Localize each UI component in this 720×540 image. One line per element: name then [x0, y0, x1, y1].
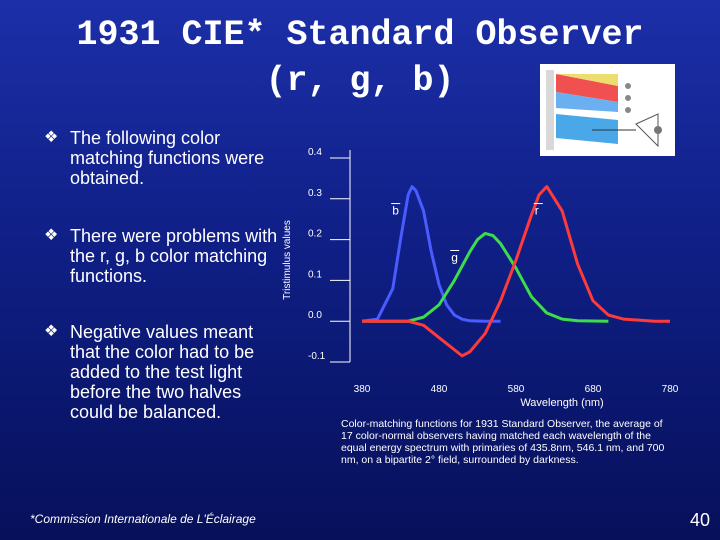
- color-matching-setup-illustration: [540, 64, 675, 156]
- diamond-bullet-icon: ❖: [44, 227, 59, 244]
- footnote: *Commission Internationale de L'Éclairag…: [30, 512, 256, 526]
- observer-inset-image: [540, 64, 675, 156]
- chart-caption: Color-matching functions for 1931 Standa…: [341, 418, 665, 466]
- y-tick-label: 0.2: [308, 229, 322, 240]
- bullet-item: ❖ Negative values meant that the color h…: [44, 322, 284, 422]
- bullet-item: ❖ The following color matching functions…: [44, 128, 284, 188]
- y-ticks: 0.4 0.3 0.2 0.1 0.0 -0.1: [308, 147, 350, 363]
- bullet-text: The following color matching functions w…: [70, 128, 265, 188]
- x-tick-label: 580: [508, 384, 525, 395]
- y-tick-label: -0.1: [308, 351, 326, 362]
- x-ticks: 380 480 580 680 780: [354, 384, 679, 395]
- bullet-text: There were problems with the r, g, b col…: [70, 226, 278, 286]
- series-labels: b g r: [391, 203, 543, 264]
- series-label-b: b: [392, 204, 399, 218]
- bullet-text: Negative values meant that the color had…: [70, 322, 255, 422]
- x-tick-label: 380: [354, 384, 371, 395]
- series-label-r: r: [535, 204, 539, 218]
- x-tick-label: 780: [662, 384, 679, 395]
- y-tick-label: 0.4: [308, 147, 322, 158]
- series-label-g: g: [451, 250, 458, 264]
- diamond-bullet-icon: ❖: [44, 323, 59, 340]
- slide-title: 1931 CIE* Standard Observer (r, g, b): [0, 12, 720, 104]
- y-tick-label: 0.3: [308, 188, 322, 199]
- y-axis-label: Tristimulus values: [282, 220, 293, 300]
- color-matching-chart: 0.40.30.20.10.0-0.1 380 480 580 680 780 bgr …: [282, 147, 679, 409]
- y-tick-label: 0.0: [308, 310, 322, 321]
- x-tick-label: 480: [431, 384, 448, 395]
- series-line-r: [362, 185, 670, 358]
- series-line-g: [362, 231, 609, 323]
- y-tick-label: 0.1: [308, 269, 322, 280]
- series-group: [361, 185, 670, 358]
- x-axis-label: Wavelength (nm): [520, 397, 603, 409]
- diamond-bullet-icon: ❖: [44, 129, 59, 146]
- page-number: 40: [689, 510, 710, 530]
- title-line-2: (r, g, b): [265, 61, 455, 101]
- series-line-b: [361, 185, 501, 323]
- bullet-item: ❖ There were problems with the r, g, b c…: [44, 226, 284, 286]
- x-tick-label: 680: [585, 384, 602, 395]
- title-line-1: 1931 CIE* Standard Observer: [76, 15, 644, 55]
